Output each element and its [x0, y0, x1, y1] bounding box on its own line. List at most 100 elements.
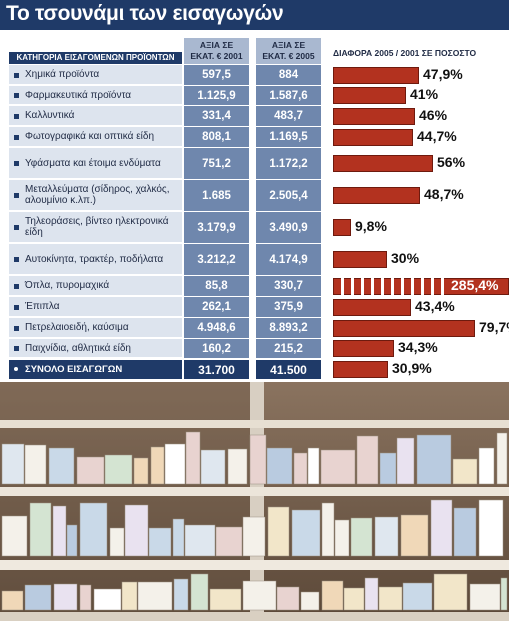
product-box	[334, 519, 350, 557]
product-box	[1, 590, 24, 611]
product-box	[300, 591, 320, 611]
product-box	[350, 517, 373, 557]
category-label: Παιχνίδια, αθλητικά είδη	[9, 339, 182, 358]
bullet-icon	[14, 367, 18, 371]
difference-bar	[333, 340, 394, 357]
axis-break-mark	[381, 278, 384, 295]
difference-bar	[333, 187, 420, 204]
category-label: Μεταλλεύματα (σίδηρος, χαλκός, αλουμίνιο…	[9, 180, 182, 211]
difference-label: 47,9%	[423, 66, 463, 82]
product-box	[148, 527, 172, 557]
product-box	[137, 581, 173, 611]
bullet-icon	[14, 284, 19, 289]
value-2001: 597,5	[184, 65, 249, 86]
product-box	[320, 449, 356, 485]
difference-label: 48,7%	[424, 186, 464, 202]
header-value-2001: ΑΞΙΑ ΣΕ ΕΚΑΤ. € 2001	[184, 38, 249, 64]
product-box	[93, 588, 122, 611]
difference-bar	[333, 155, 433, 172]
difference-label: 46%	[419, 107, 448, 123]
value-2001: 331,4	[184, 106, 249, 127]
axis-break-mark	[391, 278, 394, 295]
product-box	[378, 586, 403, 611]
product-box	[52, 505, 67, 557]
product-box	[469, 583, 501, 611]
product-box	[453, 507, 477, 557]
difference-label: 285,4%	[451, 277, 499, 293]
total-value-2001: 31.700	[184, 360, 249, 379]
product-box	[242, 580, 277, 611]
product-box	[478, 447, 495, 485]
axis-break-mark	[401, 278, 404, 295]
product-box	[379, 452, 397, 485]
axis-break-mark	[371, 278, 374, 295]
header-value-2005: ΑΞΙΑ ΣΕ ΕΚΑΤ. € 2005	[256, 38, 321, 64]
product-box	[321, 502, 335, 557]
product-box	[249, 434, 267, 485]
category-label: Χημικά προϊόντα	[9, 65, 182, 85]
axis-break-mark	[361, 278, 364, 295]
product-box	[172, 518, 185, 557]
total-value-2005: 41.500	[256, 360, 321, 379]
total-label: ΣΥΝΟΛΟ ΕΙΣΑΓΩΓΩΝ	[9, 360, 182, 379]
total-difference-bar	[333, 361, 388, 378]
product-box	[66, 524, 78, 557]
difference-label: 44,7%	[417, 128, 457, 144]
header-value-2001-line1: ΑΞΙΑ ΣΕ	[199, 40, 234, 50]
value-2001: 751,2	[184, 148, 249, 180]
product-box	[184, 524, 216, 557]
product-box	[433, 573, 468, 611]
value-2005: 8.893,2	[256, 318, 321, 339]
product-box	[209, 588, 242, 611]
bullet-icon	[14, 326, 19, 331]
difference-label: 43,4%	[415, 298, 455, 314]
product-box	[150, 446, 165, 485]
difference-bar	[333, 219, 351, 236]
pharmacy-shelves-image	[0, 382, 509, 621]
value-2001: 808,1	[184, 127, 249, 148]
product-box	[124, 504, 149, 557]
product-box	[356, 435, 379, 485]
product-box	[215, 526, 243, 557]
product-box	[400, 514, 429, 557]
value-2001: 160,2	[184, 339, 249, 359]
value-2001: 3.212,2	[184, 244, 249, 276]
axis-break-mark	[421, 278, 424, 295]
bullet-icon	[14, 93, 19, 98]
category-label: Έπιπλα	[9, 297, 182, 317]
value-2005: 1.169,5	[256, 127, 321, 148]
product-box	[53, 583, 78, 611]
product-box	[227, 448, 248, 485]
header-value-2005-line2: ΕΚΑΤ. € 2005	[262, 51, 315, 61]
value-2005: 4.174,9	[256, 244, 321, 276]
value-2005: 1.172,2	[256, 148, 321, 180]
difference-bar	[333, 67, 419, 84]
value-2001: 1.125,9	[184, 86, 249, 106]
page-title: Το τσουνάμι των εισαγωγών	[6, 2, 284, 25]
value-2001: 262,1	[184, 297, 249, 318]
product-box	[24, 584, 52, 611]
product-box	[104, 454, 133, 485]
product-box	[190, 573, 209, 611]
product-box	[478, 499, 504, 557]
bullet-icon	[14, 346, 19, 351]
difference-label: 41%	[410, 86, 439, 102]
axis-break-mark	[441, 278, 444, 295]
value-2001: 1.685	[184, 180, 249, 212]
difference-bar	[333, 108, 415, 125]
value-2001: 3.179,9	[184, 212, 249, 244]
product-box	[430, 499, 453, 557]
value-2005: 375,9	[256, 297, 321, 318]
product-box	[1, 443, 25, 485]
product-box	[416, 434, 452, 485]
category-label: Υφάσματα και έτοιμα ενδύματα	[9, 148, 182, 179]
category-label: Πετρελαιοειδή, καύσιμα	[9, 318, 182, 338]
value-2001: 85,8	[184, 276, 249, 297]
product-box	[79, 584, 92, 611]
product-box	[242, 516, 266, 557]
value-2005: 330,7	[256, 276, 321, 297]
bullet-icon	[14, 257, 19, 262]
value-2005: 3.490,9	[256, 212, 321, 244]
product-box	[29, 502, 52, 557]
